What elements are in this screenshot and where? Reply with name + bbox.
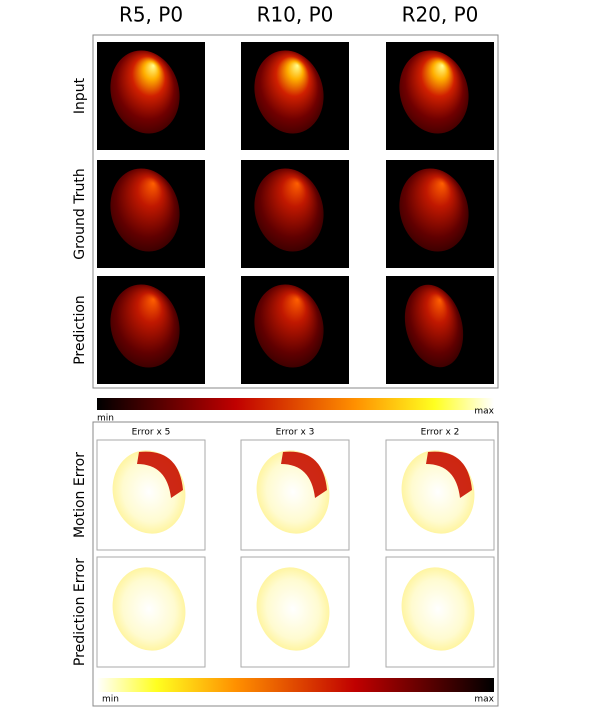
colorbar (97, 678, 494, 692)
row-label: Prediction Error (72, 558, 88, 666)
column-title: R10, P0 (257, 3, 334, 27)
colorbar-max: max (474, 695, 494, 705)
error-title: Error x 3 (276, 428, 315, 438)
heart-blob (404, 284, 464, 368)
error-blob (401, 567, 475, 651)
error-blob (256, 567, 330, 651)
error-title: Error x 5 (132, 428, 171, 438)
error-region (281, 451, 327, 498)
row-label: Ground Truth (72, 168, 88, 259)
row-label: Prediction (72, 295, 88, 365)
colorbar (97, 398, 494, 410)
error-region (426, 451, 472, 498)
heart-blob (110, 284, 180, 368)
row-label: Input (72, 77, 88, 114)
column-title: R5, P0 (119, 3, 183, 27)
error-region (137, 451, 183, 498)
colorbar-max: max (474, 407, 494, 417)
colorbar-min: min (97, 414, 114, 424)
heart-blob (254, 284, 324, 368)
heart-blob (110, 168, 180, 252)
heart-blob (110, 50, 180, 134)
row-label: Motion Error (72, 452, 88, 538)
bottom-panel (92, 421, 499, 707)
heart-blob (254, 50, 324, 134)
heart-blob (399, 50, 469, 134)
top-panel (92, 34, 499, 389)
heart-blob (399, 168, 469, 252)
column-title: R20, P0 (402, 3, 479, 27)
colorbar-min: min (102, 695, 119, 705)
error-title: Error x 2 (421, 428, 460, 438)
heart-blob (254, 168, 324, 252)
error-blob (112, 567, 186, 651)
